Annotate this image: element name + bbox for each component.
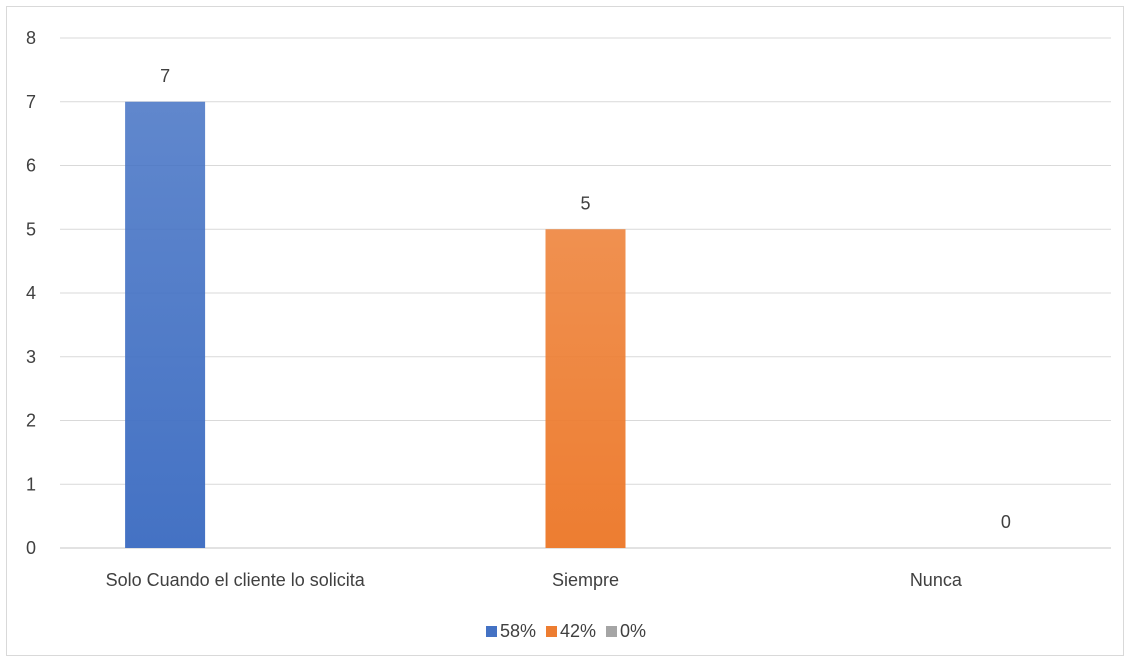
legend-label-2: 0%	[620, 621, 647, 641]
category-label-0: Solo Cuando el cliente lo solicita	[106, 570, 366, 590]
bar-1	[545, 229, 626, 548]
y-tick-label: 2	[26, 411, 36, 431]
y-tick-label: 8	[26, 28, 36, 48]
legend-swatch-0	[485, 626, 497, 637]
legend-item-0: 58%	[485, 621, 536, 642]
legend: 58% 42% 0%	[0, 621, 1132, 642]
legend-label-0: 58%	[499, 621, 536, 641]
data-label-0: 7	[160, 66, 170, 86]
y-tick-label: 1	[26, 474, 36, 494]
y-tick-label: 4	[26, 283, 36, 303]
y-tick-label: 3	[26, 347, 36, 367]
bar-0	[125, 101, 206, 548]
legend-item-1: 42%	[545, 621, 597, 642]
y-tick-label: 7	[26, 92, 36, 112]
legend-swatch-2	[606, 626, 618, 637]
y-tick-label: 5	[26, 219, 36, 239]
y-tick-label: 0	[26, 538, 36, 558]
data-label-1: 5	[580, 193, 590, 213]
category-label-2: Nunca	[910, 570, 963, 590]
legend-label-1: 42%	[559, 621, 597, 641]
y-tick-label: 6	[26, 156, 36, 176]
category-label-1: Siempre	[552, 570, 619, 590]
legend-item-2: 0%	[606, 621, 646, 642]
data-label-2: 0	[1001, 512, 1011, 532]
legend-swatch-1	[545, 626, 557, 637]
